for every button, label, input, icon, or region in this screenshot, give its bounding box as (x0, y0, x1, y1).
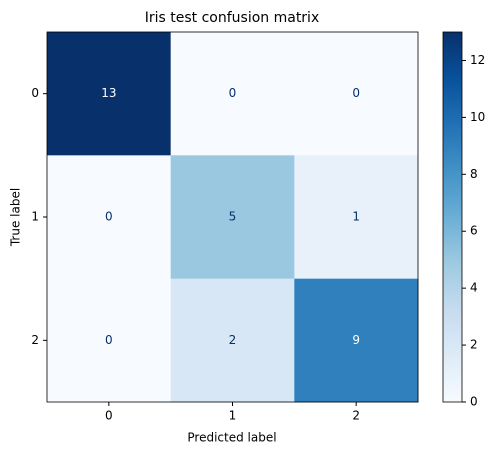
chart-title: Iris test confusion matrix (145, 10, 320, 26)
heatmap-cell (294, 32, 419, 156)
colorbar (442, 31, 463, 403)
colorbar-tick-label: 2 (470, 338, 478, 352)
colorbar-tick-label: 12 (470, 53, 485, 67)
y-axis-label: True label (9, 188, 23, 247)
heatmap-cell (47, 155, 172, 280)
colorbar-tick-label: 8 (470, 167, 478, 181)
heatmap-cell (47, 278, 172, 403)
heatmap-cell (170, 155, 295, 280)
cell-label: 0 (229, 86, 237, 100)
colorbar-tick-label: 10 (470, 110, 485, 124)
heatmap-cell (294, 278, 419, 403)
heatmap-cell (170, 278, 295, 403)
cell-label: 0 (352, 86, 360, 100)
cell-label: 9 (352, 333, 360, 347)
cell-label: 1 (352, 210, 360, 224)
x-tick-label: 2 (352, 409, 360, 423)
y-tick-label: 2 (31, 333, 39, 347)
x-tick-label: 1 (229, 409, 237, 423)
x-tick-label: 0 (105, 409, 113, 423)
heatmap-cell (294, 155, 419, 280)
heatmap-cell (170, 32, 295, 156)
colorbar-tick-label: 0 (470, 395, 478, 409)
heatmap-cell (47, 32, 172, 156)
cell-label: 5 (229, 210, 237, 224)
y-tick-label: 0 (31, 86, 39, 100)
cell-label: 2 (229, 333, 237, 347)
x-axis-label: Predicted label (187, 431, 276, 445)
cell-label: 0 (105, 210, 113, 224)
colorbar-tick-label: 4 (470, 281, 478, 295)
cell-label: 0 (105, 333, 113, 347)
y-tick-label: 1 (31, 210, 39, 224)
colorbar-tick-label: 6 (470, 224, 478, 238)
cell-label: 13 (101, 86, 116, 100)
